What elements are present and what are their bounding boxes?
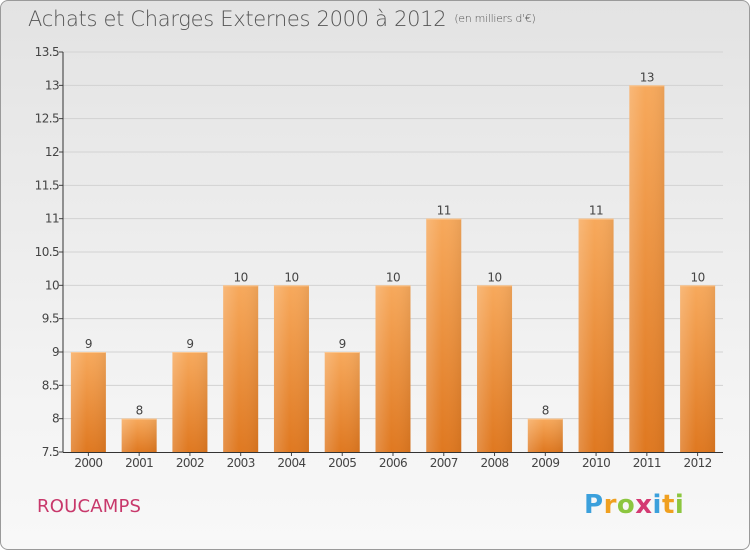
y-tick-label: 8 [52,412,59,426]
commune-name: ROUCAMPS [37,496,142,517]
data-label: 9 [186,337,193,351]
data-label: 10 [690,270,704,284]
chart-unit: (en milliers d'€) [454,12,536,25]
x-tick-label: 2010 [582,456,610,470]
bar-shade-2002 [172,352,208,452]
data-label: 10 [284,270,298,284]
bar-shade-2012 [680,285,716,452]
y-tick-label: 13.5 [35,45,59,59]
y-tick-label: 11.5 [35,178,59,192]
bar-shade-2005 [324,352,360,452]
data-label: 11 [437,204,451,218]
data-label: 10 [487,270,501,284]
bar-shade-2004 [273,285,309,452]
y-tick-label: 12.5 [35,112,59,126]
bar-shade-2000 [70,352,106,452]
bar-shade-2007 [426,218,462,452]
y-tick-label: 9.5 [42,312,59,326]
y-tick-label: 10 [45,278,59,292]
x-tick-label: 2000 [74,456,102,470]
y-tick-label: 12 [45,145,59,159]
data-label: 10 [386,270,400,284]
bar-shade-2011 [629,85,665,452]
bar-shade-2008 [477,285,513,452]
bar-shade-2006 [375,285,411,452]
data-label: 11 [589,204,603,218]
x-tick-label: 2011 [633,456,661,470]
bar-shade-2003 [223,285,259,452]
y-tick-label: 7.5 [42,445,59,459]
x-tick-label: 2001 [125,456,153,470]
x-tick-label: 2012 [684,456,712,470]
x-tick-label: 2002 [176,456,204,470]
data-label: 8 [136,404,143,418]
x-tick-label: 2007 [430,456,458,470]
bar-shade-2010 [578,218,614,452]
x-tick-label: 2009 [531,456,559,470]
data-label: 13 [640,70,654,84]
y-tick-label: 13 [45,78,59,92]
y-tick-label: 10.5 [35,245,59,259]
x-tick-label: 2004 [277,456,305,470]
data-label: 9 [85,337,92,351]
x-tick-label: 2005 [328,456,356,470]
data-label: 8 [542,404,549,418]
y-tick-label: 8.5 [42,378,59,392]
x-tick-label: 2008 [480,456,508,470]
x-tick-label: 2003 [227,456,255,470]
chart-title-text: Achats et Charges Externes 2000 à 2012 [28,7,447,31]
bar-shade-2001 [121,418,157,452]
x-tick-label: 2006 [379,456,407,470]
data-label: 9 [339,337,346,351]
bar-shade-2009 [527,418,563,452]
y-tick-label: 11 [45,212,59,226]
y-tick-label: 9 [52,345,59,359]
proxiti-logo: Proxiti [584,490,685,520]
data-label: 10 [234,270,248,284]
chart-title: Achats et Charges Externes 2000 à 2012 (e… [28,7,536,31]
